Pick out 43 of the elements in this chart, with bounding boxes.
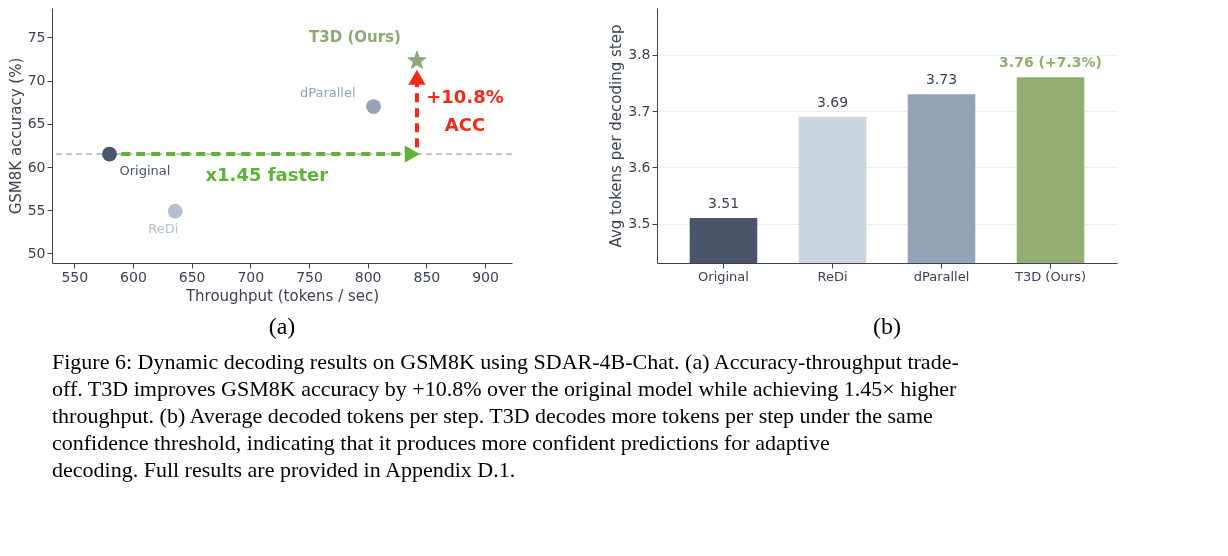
point — [366, 99, 381, 114]
data-label: 3.51 — [707, 194, 740, 211]
data-label: 3.69 — [816, 93, 849, 110]
point — [167, 203, 183, 219]
y-axis-title: Avg tokens per decoding step — [607, 24, 626, 248]
y-tick-label: 3.5 — [628, 215, 651, 232]
series-label: dParallel — [299, 84, 356, 100]
caption: Figure 6: Dynamic decoding results on GSM8K using SDAR-4B-Chat. (a) Accuracy-throughput trade-off. T3D improves GSM8K accuracy by +10.8% over the original model while achieving 1.45× higher throughput. (b) Average decoded tokens per step. T3D decodes more tokens per step under the same confidence threshold, indicating that it produces more confident predictions for adaptive decoding. Full results are provided in Appendix D.1. — [52, 349, 959, 482]
y-tick-label: 60 — [27, 158, 46, 175]
text: (a) — [268, 313, 296, 339]
annotation: ACC — [444, 114, 486, 136]
x-tick-label: 550 — [61, 268, 89, 285]
x-tick-label: 800 — [354, 268, 382, 285]
data-label: 3.73 — [925, 71, 958, 88]
x-tick-label: 850 — [413, 268, 441, 285]
point — [406, 50, 428, 70]
y-tick-label: 65 — [27, 115, 46, 132]
annotation: +10.8% — [426, 86, 504, 108]
series-label: Original — [119, 163, 171, 179]
x-tick-label: T3D (Ours) — [1013, 268, 1087, 284]
text: (b) — [873, 313, 901, 339]
x-tick-label: 750 — [296, 268, 323, 285]
series-label: ReDi — [148, 221, 179, 237]
y-tick-label: 3.6 — [628, 158, 651, 175]
series-label: T3D (Ours) — [309, 27, 401, 46]
y-axis-title: GSM8K accuracy (%) — [6, 57, 25, 215]
y-tick-label: 55 — [27, 201, 46, 218]
annotation: x1.45 faster — [205, 164, 329, 186]
point — [102, 146, 117, 162]
y-tick-label: 3.8 — [628, 46, 651, 63]
x-tick-label: 650 — [178, 268, 206, 285]
x-axis-title: Throughput (tokens / sec) — [184, 286, 380, 305]
x-tick-label: 600 — [120, 268, 147, 285]
x-tick-label: ReDi — [817, 268, 848, 284]
x-tick-label: 900 — [472, 268, 499, 285]
y-tick-label: 3.7 — [628, 102, 651, 119]
y-tick-label: 75 — [27, 28, 46, 45]
data-label: 3.76 (+7.3%) — [999, 54, 1102, 71]
x-tick-label: Original — [698, 268, 749, 284]
y-tick-label: 70 — [27, 72, 46, 89]
y-tick-label: 50 — [27, 244, 46, 261]
x-tick-label: dParallel — [913, 268, 970, 284]
x-tick-label: 700 — [237, 268, 265, 285]
